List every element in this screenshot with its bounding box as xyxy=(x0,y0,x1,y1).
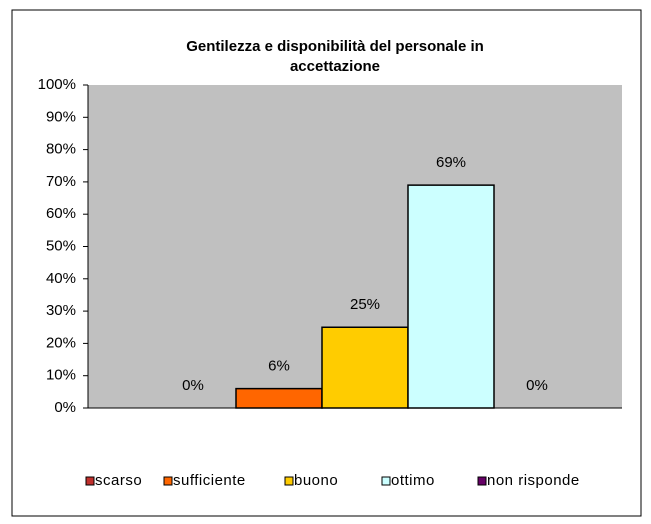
legend-swatch xyxy=(477,476,487,486)
y-tick-label: 80% xyxy=(46,141,76,158)
legend-label: non risponde xyxy=(487,472,580,489)
y-tick-label: 10% xyxy=(46,367,76,384)
value-label: 0% xyxy=(526,377,548,394)
bar xyxy=(321,326,409,409)
legend-swatch xyxy=(85,476,95,486)
legend-swatch xyxy=(381,476,391,486)
y-tick-label: 60% xyxy=(46,205,76,222)
chart-title: Gentilezza e disponibilità del personale… xyxy=(186,38,484,75)
bar xyxy=(407,184,495,409)
legend-label: buono xyxy=(294,472,338,489)
value-label: 69% xyxy=(436,154,466,171)
value-label: 0% xyxy=(182,377,204,394)
y-tick-label: 30% xyxy=(46,302,76,319)
y-tick-label: 20% xyxy=(46,334,76,351)
legend-label: sufficiente xyxy=(173,472,246,489)
y-tick-label: 100% xyxy=(38,76,76,93)
bar xyxy=(235,387,323,409)
y-tick-label: 50% xyxy=(46,237,76,254)
legend-swatch xyxy=(163,476,173,486)
legend-swatch xyxy=(284,476,294,486)
legend-label: scarso xyxy=(95,472,142,489)
y-tick-label: 0% xyxy=(54,399,76,416)
legend-label: ottimo xyxy=(391,472,435,489)
value-label: 25% xyxy=(350,296,380,313)
y-tick-label: 70% xyxy=(46,173,76,190)
y-tick-label: 90% xyxy=(46,108,76,125)
value-label: 6% xyxy=(268,358,290,375)
y-tick-label: 40% xyxy=(46,270,76,287)
